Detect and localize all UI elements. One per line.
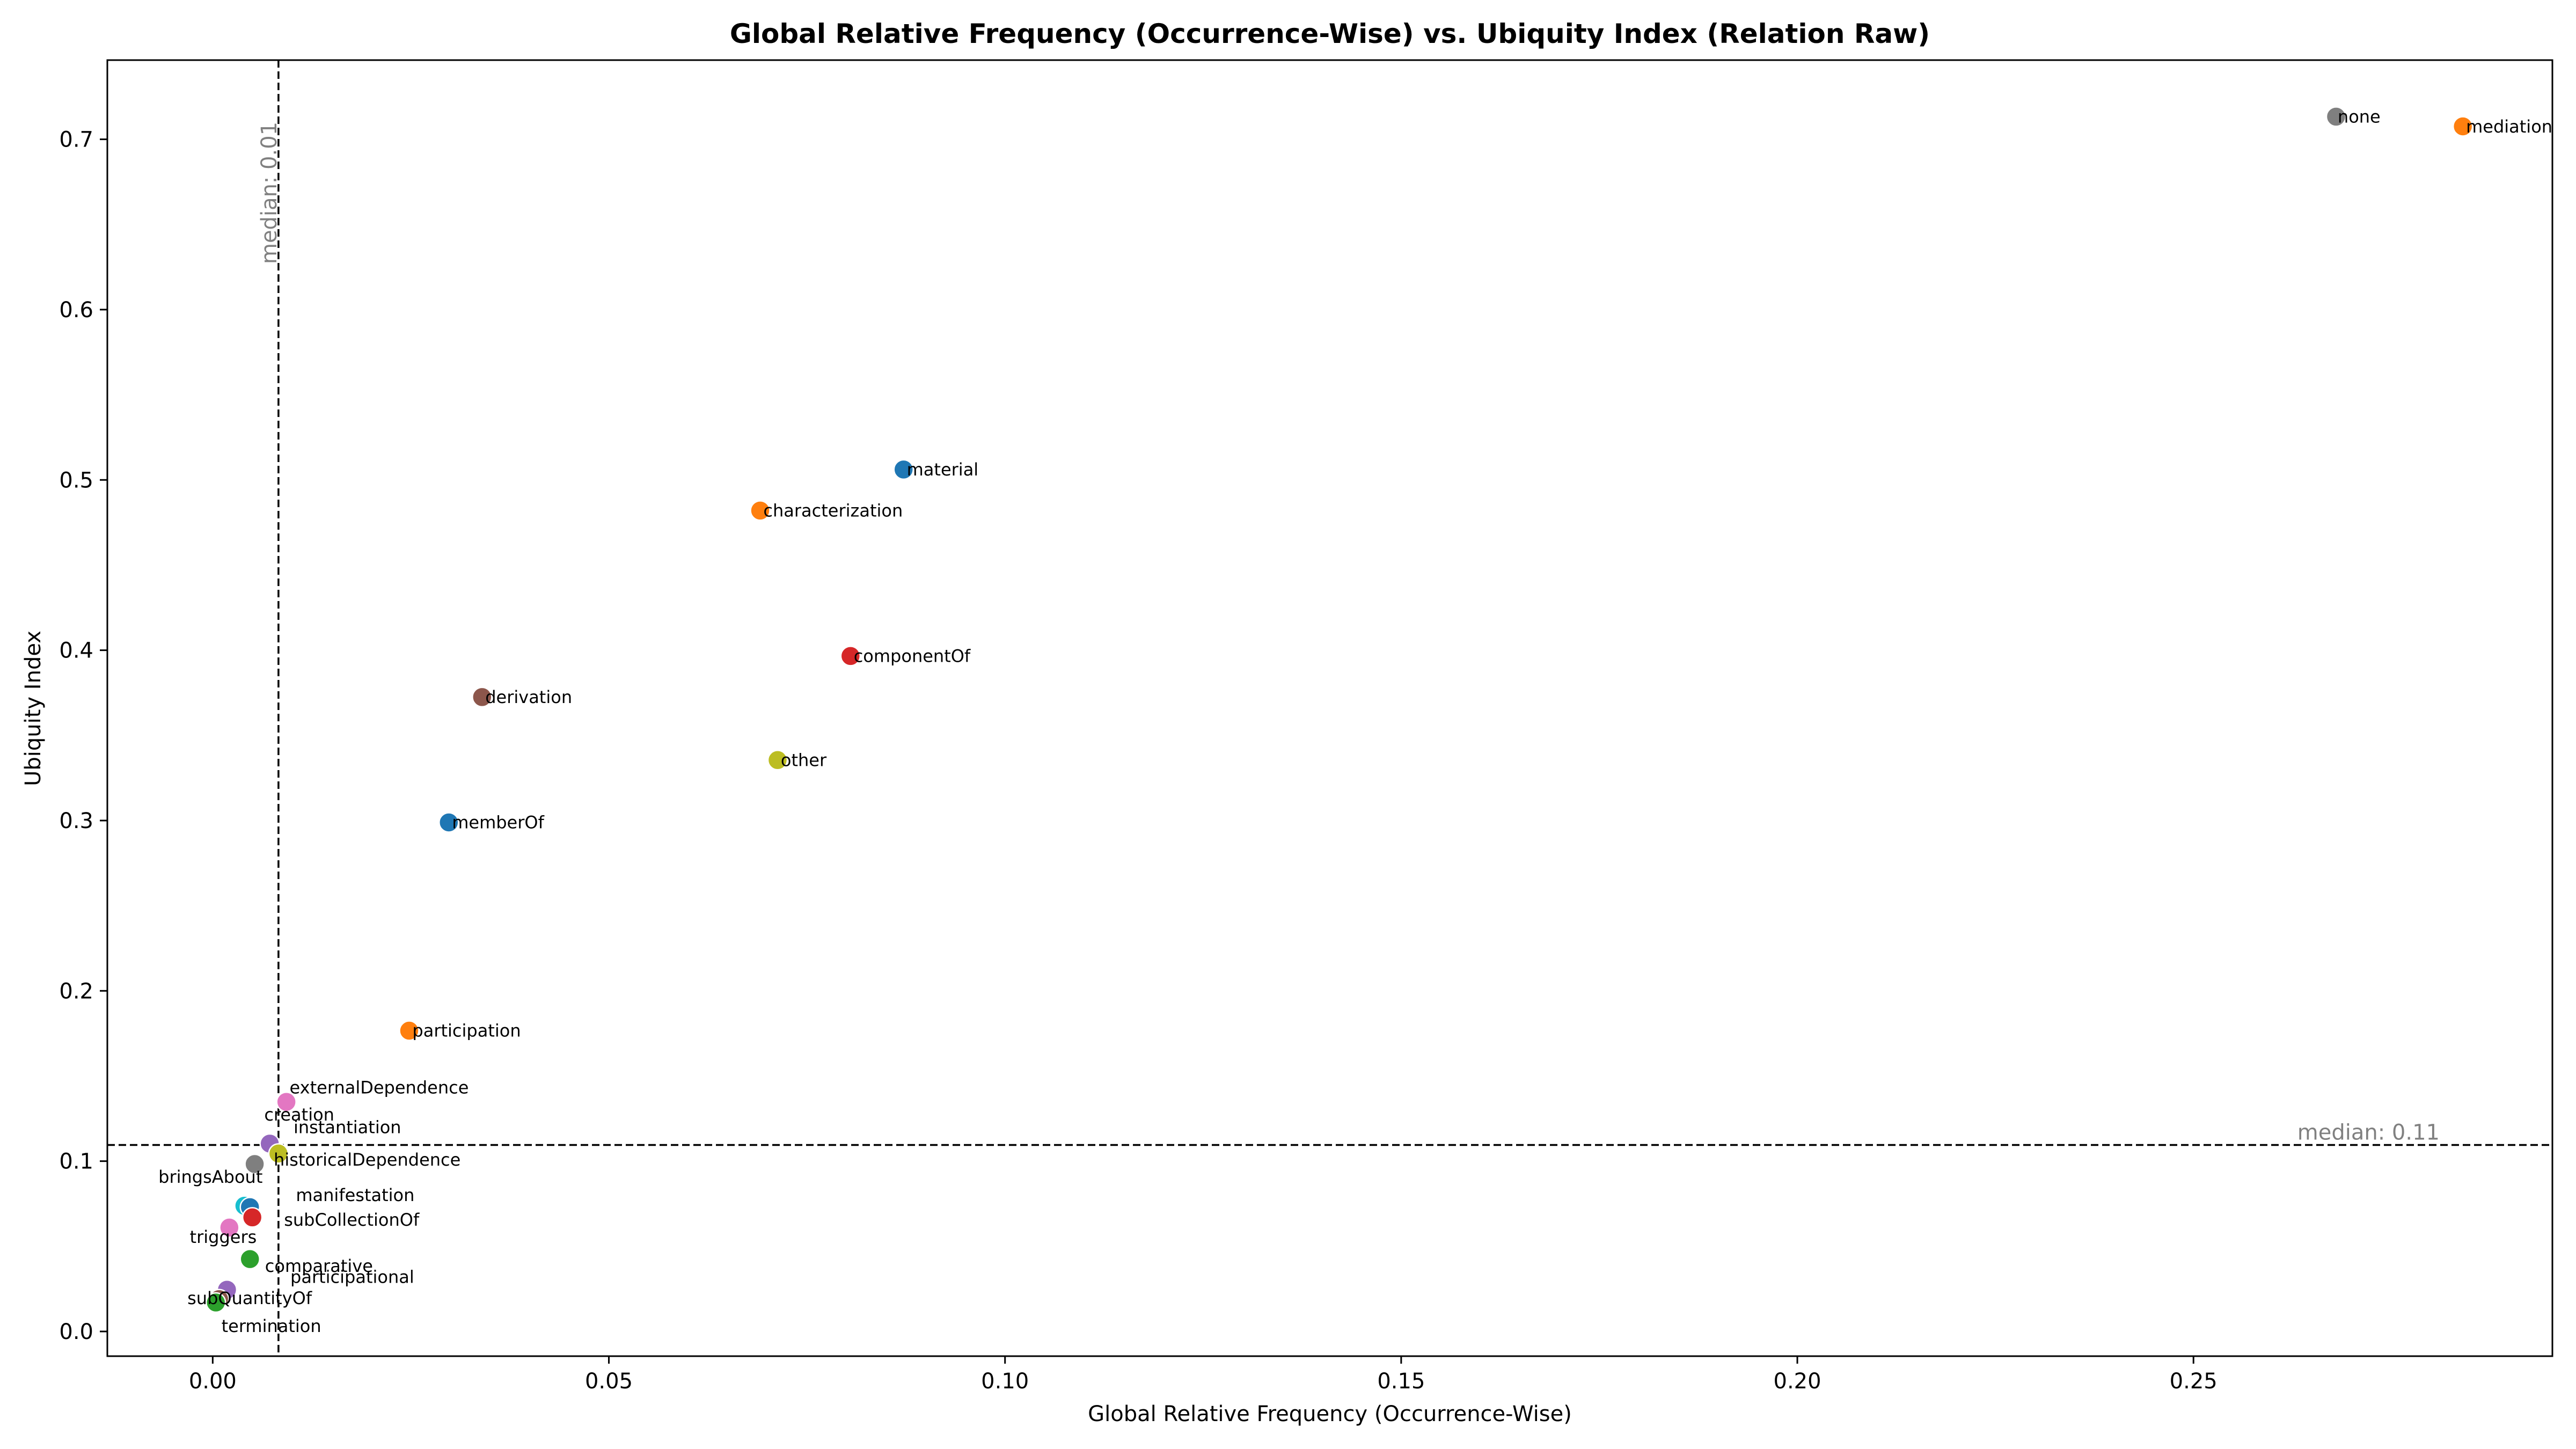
scatter-point	[244, 1153, 265, 1175]
point-label: mediation	[2466, 116, 2552, 137]
y-tick-label: 0.2	[59, 979, 93, 1004]
scatter-point	[276, 1091, 297, 1113]
scatter-point	[767, 750, 788, 771]
point-label: termination	[222, 1316, 321, 1336]
point-label: triggers	[190, 1227, 257, 1247]
point-label: participational	[290, 1267, 414, 1287]
point-label: subCollectionOf	[284, 1210, 420, 1230]
point-label: material	[907, 459, 979, 480]
point-label: bringsAbout	[158, 1167, 262, 1187]
data-points	[206, 106, 2473, 1313]
scatter-point	[2325, 106, 2347, 127]
scatter-point	[840, 646, 861, 667]
scatter-point	[219, 1217, 240, 1238]
x-tick-label: 0.00	[189, 1369, 237, 1394]
scatter-point	[472, 686, 493, 708]
scatter-point	[893, 459, 914, 480]
y-tick-label: 0.0	[59, 1320, 93, 1344]
x-axis-label: Global Relative Frequency (Occurrence-Wi…	[1088, 1402, 1572, 1426]
y-tick-label: 0.3	[59, 809, 93, 833]
scatter-point	[241, 1207, 263, 1228]
point-label: externalDependence	[290, 1077, 469, 1097]
point-label: memberOf	[452, 813, 544, 833]
point-label: derivation	[485, 687, 572, 707]
y-axis-label: Ubiquity Index	[21, 631, 46, 786]
point-label: instantiation	[294, 1117, 401, 1137]
y-tick-label: 0.4	[59, 639, 93, 663]
point-label: comparative	[265, 1256, 373, 1276]
y-tick-label: 0.7	[59, 128, 93, 152]
axes: 0.00 0.05 0.10 0.15 0.20 0.25 0.0 0.1 0.2 0.3 0.4 0…	[59, 128, 2217, 1394]
point-label: componentOf	[854, 646, 971, 666]
chart-title: Global Relative Frequency (Occurrence-Wi…	[730, 18, 1930, 49]
scatter-point	[399, 1020, 420, 1041]
x-tick-label: 0.25	[2170, 1369, 2218, 1394]
scatter-point	[2452, 116, 2473, 137]
scatter-point	[268, 1143, 289, 1164]
point-label: participation	[412, 1021, 521, 1041]
point-label: subQuantityOf	[187, 1288, 312, 1308]
median-vertical-label: median: 0.01	[257, 122, 282, 264]
scatter-point	[239, 1248, 260, 1270]
x-tick-label: 0.10	[981, 1369, 1029, 1394]
median-horizontal-label: median: 0.11	[2297, 1120, 2440, 1145]
x-tick-label: 0.20	[1774, 1369, 1821, 1394]
plot-frame	[106, 59, 2553, 1357]
x-tick-label: 0.05	[585, 1369, 633, 1394]
scatter-point	[206, 1292, 226, 1313]
point-label: historicalDependence	[274, 1150, 460, 1170]
x-tick-label: 0.15	[1377, 1369, 1425, 1394]
point-label: manifestation	[296, 1185, 414, 1205]
point-label: characterization	[763, 500, 903, 521]
point-label: other	[781, 750, 827, 770]
y-tick-label: 0.5	[59, 468, 93, 493]
point-label: creation	[264, 1104, 334, 1125]
y-tick-label: 0.6	[59, 298, 93, 323]
scatter-point	[750, 500, 771, 521]
point-label: none	[2338, 106, 2381, 127]
reference-lines: median: 0.01 median: 0.11	[107, 60, 2552, 1356]
y-tick-label: 0.1	[59, 1150, 93, 1174]
scatter-point	[438, 812, 459, 833]
